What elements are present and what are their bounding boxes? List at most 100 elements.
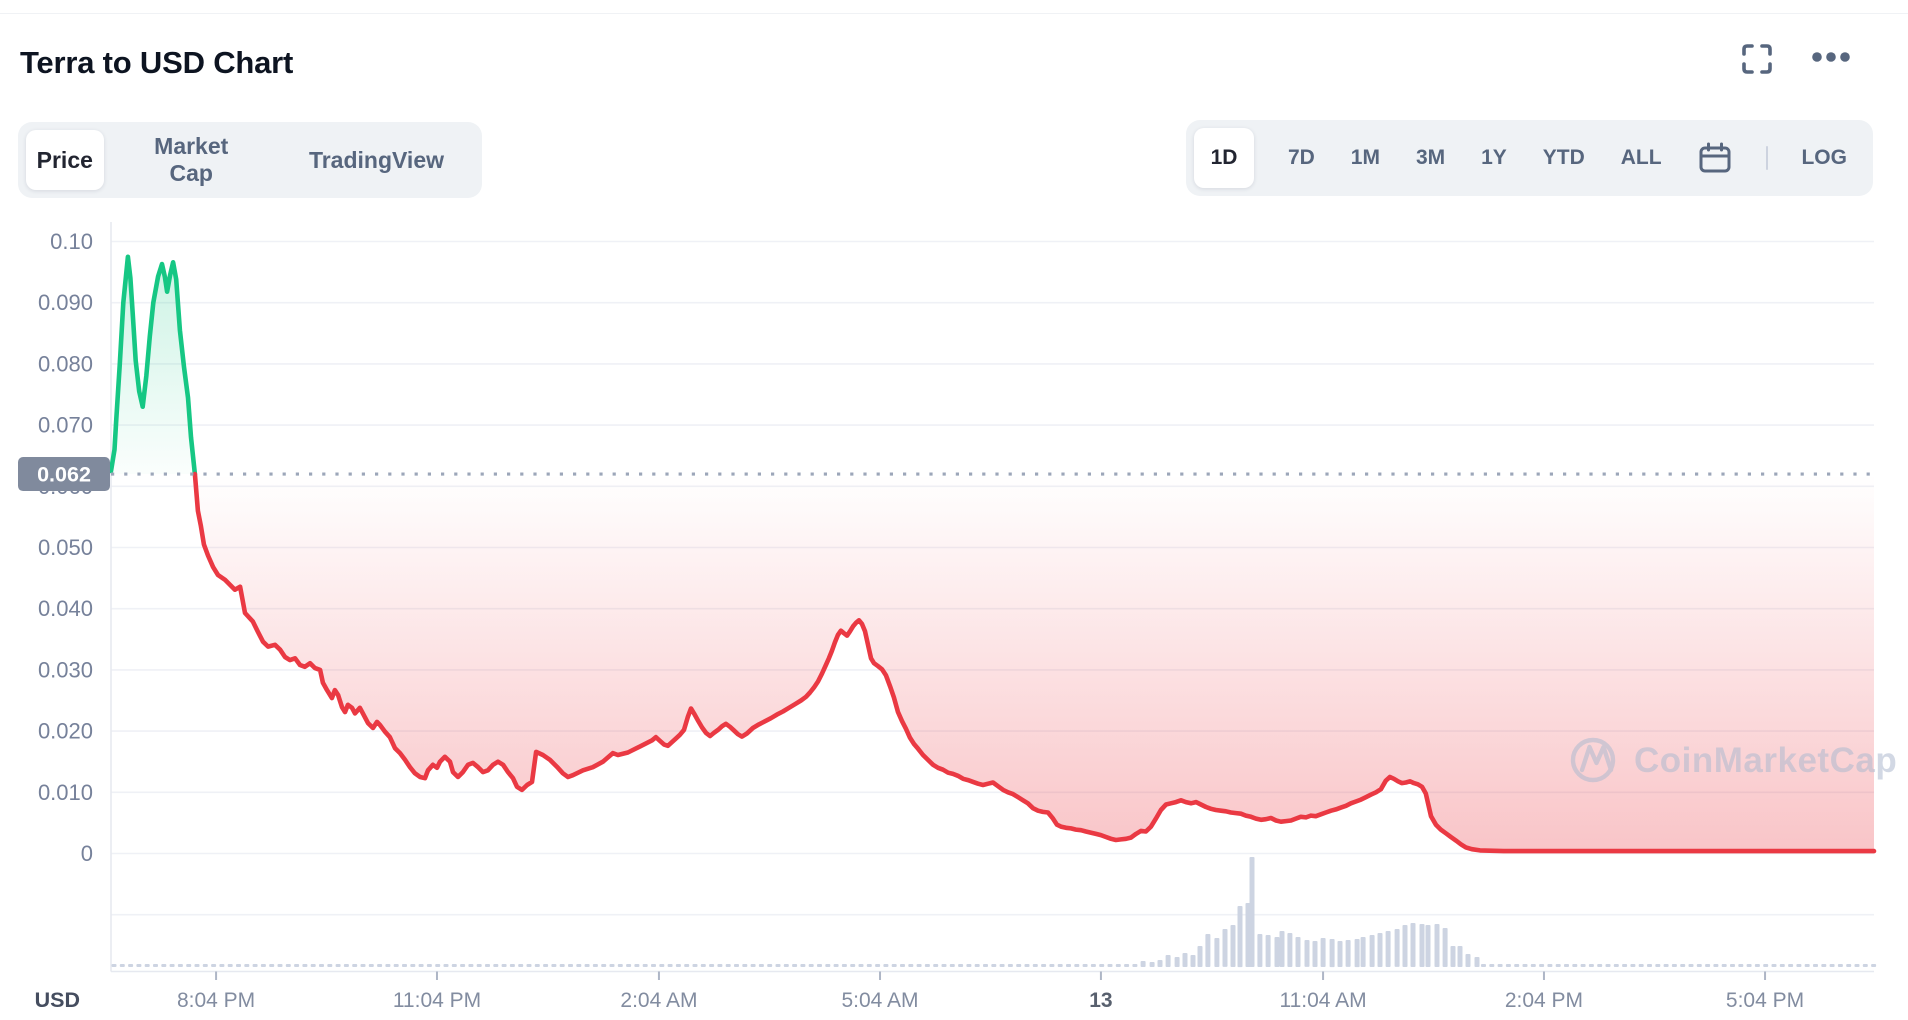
volume-bar — [169, 964, 175, 967]
volume-bar — [966, 964, 972, 967]
volume-bar — [1149, 962, 1155, 967]
range-1y[interactable]: 1Y — [1481, 146, 1507, 169]
volume-bar — [825, 964, 831, 967]
volume-bar — [568, 964, 573, 967]
volume-bar — [310, 964, 316, 967]
volume-bar — [792, 964, 798, 967]
volume-bar — [883, 964, 889, 967]
tab-price[interactable]: Price — [26, 130, 104, 190]
volume-bar — [327, 964, 333, 967]
volume-bar — [900, 964, 905, 967]
volume-bar — [211, 964, 217, 967]
tab-market-cap[interactable]: Market Cap — [110, 133, 273, 187]
fullscreen-button[interactable] — [1738, 40, 1776, 78]
volume-bar — [1572, 964, 1578, 967]
date-picker-button[interactable] — [1696, 142, 1734, 174]
volume-bar — [817, 964, 822, 967]
volume-bar — [916, 964, 922, 967]
volume-bar — [1099, 964, 1105, 967]
volume-bar — [1796, 964, 1802, 967]
coinmarketcap-watermark: CoinMarketCap — [1570, 737, 1897, 783]
more-options-button[interactable] — [1808, 48, 1854, 66]
volume-bar — [775, 964, 781, 967]
volume-bar — [1230, 925, 1236, 967]
volume-bar — [227, 964, 233, 967]
volume-bar — [1622, 964, 1628, 967]
volume-bar — [1425, 925, 1431, 967]
volume-bar — [1124, 964, 1130, 967]
volume-bar — [1862, 964, 1868, 967]
volume-bar — [1090, 964, 1096, 967]
volume-bar — [692, 964, 698, 967]
range-1m[interactable]: 1M — [1350, 146, 1380, 169]
price-line-up — [108, 254, 198, 477]
volume-bar — [1320, 938, 1326, 967]
volume-bar — [1813, 964, 1818, 967]
volume-bar — [1821, 964, 1827, 967]
y-axis-label: 0.080 — [38, 351, 93, 376]
volume-bar — [1854, 964, 1860, 967]
volume-bar — [725, 964, 731, 967]
volume-bar — [1465, 954, 1471, 967]
volume-bar — [501, 964, 507, 967]
range-7d[interactable]: 7D — [1287, 146, 1315, 169]
volume-bar — [1024, 964, 1030, 967]
volume-bar — [1257, 934, 1263, 967]
x-axis-label: 2:04 AM — [620, 989, 697, 1012]
volume-bar — [543, 964, 549, 967]
volume-bar — [651, 964, 656, 967]
volume-bar — [1474, 957, 1480, 967]
volume-bar — [1705, 964, 1711, 967]
volume-bar — [1354, 939, 1360, 968]
volume-bar — [850, 964, 856, 967]
volume-bar — [1746, 964, 1752, 967]
volume-bar — [1237, 906, 1243, 968]
x-axis-label: 11:04 PM — [393, 989, 481, 1012]
range-3m[interactable]: 3M — [1415, 146, 1446, 169]
volume-bar — [1530, 964, 1536, 967]
volume-bar — [1754, 964, 1760, 967]
log-scale-toggle[interactable]: LOG — [1801, 146, 1847, 169]
volume-bar — [1312, 941, 1318, 967]
volume-bar — [468, 964, 474, 967]
volume-bar — [1295, 937, 1301, 967]
volume-bar — [1505, 964, 1511, 967]
range-ytd[interactable]: YTD — [1542, 146, 1585, 169]
y-axis-label: 0.040 — [38, 596, 93, 621]
y-axis-label: 0.10 — [50, 229, 93, 254]
volume-bar — [1157, 960, 1163, 967]
volume-bar — [1647, 964, 1652, 967]
calendar-icon — [1698, 142, 1732, 177]
volume-bar — [1771, 964, 1777, 967]
price-line-down — [192, 471, 1877, 854]
volume-bar — [1547, 964, 1553, 967]
volume-bar — [1279, 931, 1285, 967]
volume-bar — [933, 964, 939, 967]
volume-bar — [1360, 937, 1366, 967]
range-all[interactable]: ALL — [1620, 146, 1662, 169]
volume-bar — [1663, 964, 1669, 967]
tab-tradingview[interactable]: TradingView — [279, 147, 474, 174]
currency-label: USD — [35, 988, 80, 1012]
volume-bar — [1165, 955, 1171, 967]
volume-bar — [709, 964, 715, 967]
volume-bar — [352, 964, 358, 967]
volume-bar — [1779, 964, 1785, 967]
y-axis-label: 0.070 — [38, 413, 93, 438]
volume-bar — [368, 964, 374, 967]
volume-bar — [991, 964, 997, 967]
range-1d[interactable]: 1D — [1194, 128, 1254, 188]
volume-bar — [1730, 964, 1735, 967]
volume-bar — [1613, 964, 1619, 967]
volume-bar — [1337, 941, 1343, 967]
volume-bar — [1385, 931, 1391, 967]
x-axis-label: 11:04 AM — [1279, 989, 1366, 1012]
volume-bar — [435, 964, 441, 967]
volume-bar — [1174, 957, 1180, 967]
volume-bar — [119, 964, 125, 967]
volume-bar — [1721, 964, 1727, 967]
volume-bar — [1655, 964, 1661, 967]
volume-bar — [1245, 903, 1251, 967]
volume-bar — [609, 964, 615, 967]
